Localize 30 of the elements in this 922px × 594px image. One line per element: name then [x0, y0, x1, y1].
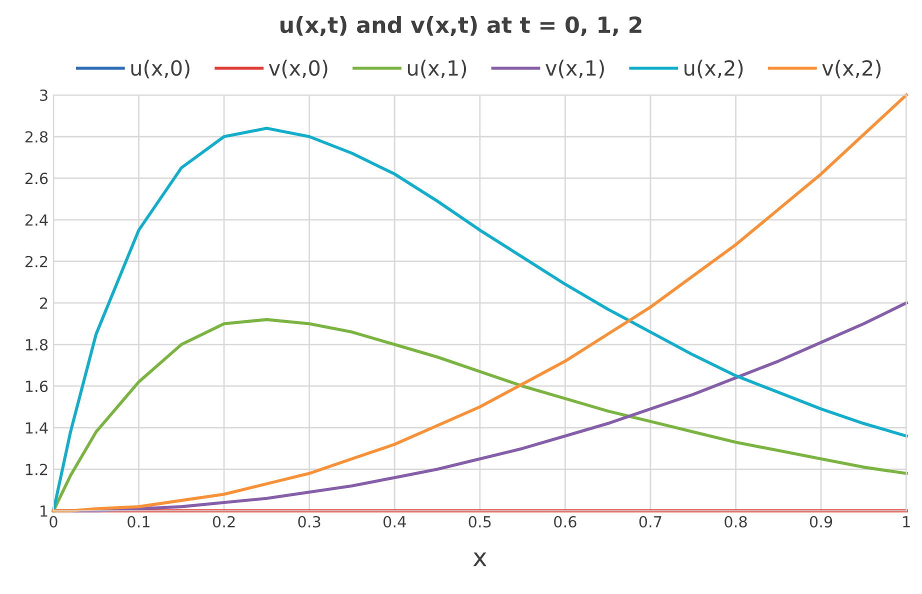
y-tick-label: 2: [40, 297, 48, 309]
x-axis-title: x: [473, 552, 486, 566]
chart-title: u(x,t) and v(x,t) at t = 0, 1, 2: [280, 16, 642, 36]
y-tick-label: 1: [40, 506, 48, 517]
legend-label: u(x,1): [408, 60, 466, 78]
y-tick-label: 1.6: [26, 380, 48, 392]
x-tick-label: 0.2: [212, 516, 235, 528]
legend-label: u(x,2): [684, 60, 743, 78]
x-tick-label: 0.3: [298, 516, 320, 528]
legend-label: u(x,0): [131, 60, 190, 78]
y-tick-label: 1.4: [26, 422, 48, 434]
legend-label: v(x,0): [268, 60, 328, 78]
y-tick-label: 2.6: [25, 172, 48, 184]
y-tick-label: 1.2: [26, 464, 48, 476]
x-tick-label: 0.4: [383, 516, 406, 528]
x-tick-label: 0.8: [724, 516, 747, 528]
y-tick-label: 2.2: [25, 256, 48, 268]
x-tick-label: 0.7: [639, 516, 662, 528]
x-tick-label: 0.5: [468, 516, 491, 528]
x-tick-label: 0.1: [128, 516, 150, 528]
legend-label: v(x,1): [546, 60, 604, 78]
legend-label: v(x,2): [822, 60, 881, 78]
y-tick-label: 1.8: [26, 338, 48, 351]
y-tick-label: 2.4: [25, 214, 48, 226]
y-tick-label: 3: [40, 90, 48, 102]
x-tick-label: 0.9: [810, 516, 832, 528]
y-tick-label: 2.8: [25, 131, 48, 143]
x-tick-label: 0.6: [554, 516, 576, 528]
x-tick-label: 0: [50, 516, 58, 528]
x-tick-label: 1: [903, 516, 910, 528]
